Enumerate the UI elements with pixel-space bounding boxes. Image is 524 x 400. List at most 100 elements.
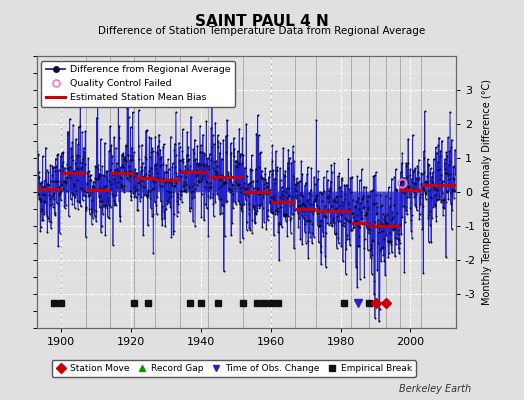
- Point: [299, 208, 307, 214]
- Point: [141, 184, 149, 190]
- Point: [100, 186, 108, 192]
- Point: [129, 190, 137, 196]
- Point: [396, 180, 405, 186]
- Point: [347, 227, 356, 234]
- Point: [400, 269, 409, 275]
- Point: [427, 239, 435, 246]
- Point: [253, 178, 261, 184]
- Point: [350, 221, 358, 227]
- Point: [388, 249, 396, 256]
- Point: [183, 166, 192, 173]
- Point: [37, 178, 46, 185]
- Point: [82, 205, 91, 212]
- Point: [112, 144, 120, 151]
- Point: [157, 154, 166, 160]
- Point: [171, 170, 180, 176]
- Point: [296, 205, 304, 211]
- Point: [334, 240, 343, 246]
- Point: [140, 164, 149, 170]
- Point: [340, 182, 348, 188]
- Point: [183, 129, 191, 135]
- Point: [303, 164, 312, 171]
- Point: [287, 200, 296, 206]
- Point: [181, 170, 190, 176]
- Point: [82, 204, 90, 210]
- Point: [122, 142, 130, 149]
- Point: [52, 178, 61, 184]
- Point: [66, 164, 74, 170]
- Point: [428, 173, 436, 180]
- Point: [90, 186, 99, 192]
- Point: [272, 148, 280, 154]
- Point: [421, 190, 430, 196]
- Point: [292, 194, 300, 201]
- Point: [339, 199, 347, 205]
- Point: [288, 173, 297, 179]
- Point: [359, 204, 368, 210]
- Point: [150, 185, 158, 192]
- Point: [450, 163, 458, 169]
- Point: [72, 136, 80, 142]
- Point: [144, 187, 152, 193]
- Point: [216, 140, 225, 146]
- Point: [375, 225, 384, 231]
- Point: [293, 192, 301, 198]
- Point: [443, 153, 451, 159]
- Point: [63, 128, 72, 135]
- Point: [288, 194, 296, 200]
- Point: [391, 166, 400, 172]
- Point: [199, 168, 207, 174]
- Point: [60, 177, 68, 184]
- Point: [332, 205, 340, 211]
- Point: [347, 227, 355, 234]
- Point: [120, 188, 128, 195]
- Point: [441, 166, 449, 172]
- Point: [42, 209, 50, 215]
- Point: [286, 203, 294, 209]
- Point: [374, 220, 382, 227]
- Point: [338, 177, 346, 183]
- Point: [335, 184, 343, 191]
- Point: [188, 183, 196, 189]
- Point: [66, 174, 74, 181]
- Point: [225, 186, 234, 192]
- Point: [324, 222, 333, 228]
- Point: [278, 188, 287, 194]
- Point: [102, 202, 110, 208]
- Point: [33, 148, 41, 154]
- Point: [73, 165, 82, 172]
- Point: [69, 192, 78, 198]
- Point: [246, 180, 254, 186]
- Point: [350, 224, 358, 230]
- Point: [261, 165, 269, 171]
- Point: [332, 213, 341, 220]
- Point: [321, 253, 330, 259]
- Point: [93, 102, 102, 108]
- Point: [368, 237, 376, 243]
- Point: [132, 193, 140, 200]
- Point: [99, 186, 107, 192]
- Point: [291, 188, 300, 194]
- Point: [162, 162, 170, 168]
- Point: [126, 124, 135, 130]
- Point: [430, 183, 439, 189]
- Point: [155, 131, 163, 138]
- Point: [438, 197, 446, 203]
- Point: [166, 200, 174, 206]
- Point: [120, 182, 128, 189]
- Point: [198, 148, 206, 155]
- Point: [254, 112, 262, 118]
- Point: [227, 232, 235, 238]
- Point: [428, 215, 436, 221]
- Point: [48, 163, 57, 169]
- Point: [219, 137, 227, 143]
- Point: [149, 175, 158, 182]
- Point: [383, 222, 391, 228]
- Point: [72, 177, 81, 184]
- Point: [294, 224, 302, 230]
- Point: [340, 222, 348, 229]
- Point: [392, 186, 401, 192]
- Point: [224, 169, 233, 176]
- Point: [281, 173, 289, 179]
- Point: [36, 228, 45, 234]
